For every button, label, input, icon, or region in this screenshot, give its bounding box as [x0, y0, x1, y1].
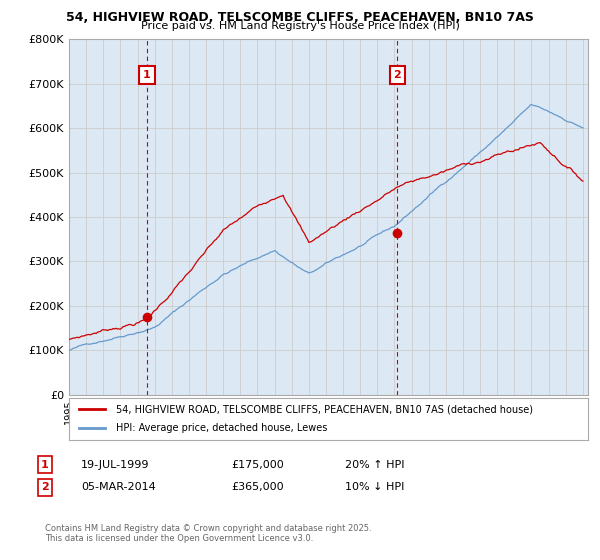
Text: HPI: Average price, detached house, Lewes: HPI: Average price, detached house, Lewe…: [116, 423, 327, 433]
Text: 54, HIGHVIEW ROAD, TELSCOMBE CLIFFS, PEACEHAVEN, BN10 7AS (detached house): 54, HIGHVIEW ROAD, TELSCOMBE CLIFFS, PEA…: [116, 404, 533, 414]
Text: 54, HIGHVIEW ROAD, TELSCOMBE CLIFFS, PEACEHAVEN, BN10 7AS: 54, HIGHVIEW ROAD, TELSCOMBE CLIFFS, PEA…: [66, 11, 534, 24]
Text: 1: 1: [41, 460, 49, 470]
Text: 10% ↓ HPI: 10% ↓ HPI: [345, 482, 404, 492]
Text: 20% ↑ HPI: 20% ↑ HPI: [345, 460, 404, 470]
Text: £175,000: £175,000: [231, 460, 284, 470]
Text: 19-JUL-1999: 19-JUL-1999: [81, 460, 149, 470]
Text: 2: 2: [41, 482, 49, 492]
Text: Price paid vs. HM Land Registry's House Price Index (HPI): Price paid vs. HM Land Registry's House …: [140, 21, 460, 31]
Text: £365,000: £365,000: [231, 482, 284, 492]
Text: 2: 2: [394, 70, 401, 80]
Text: 05-MAR-2014: 05-MAR-2014: [81, 482, 156, 492]
Text: 1: 1: [143, 70, 151, 80]
Text: Contains HM Land Registry data © Crown copyright and database right 2025.
This d: Contains HM Land Registry data © Crown c…: [45, 524, 371, 543]
